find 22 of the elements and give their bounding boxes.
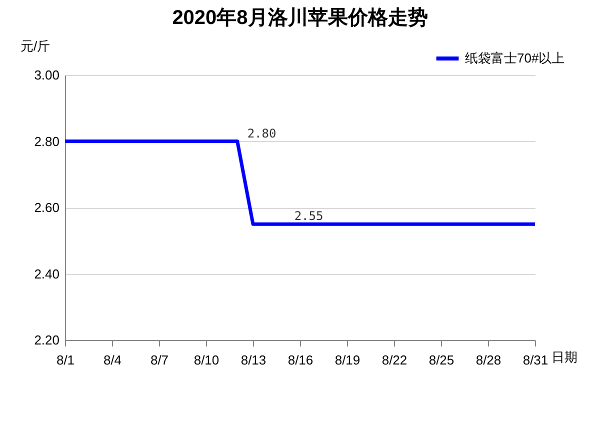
y-tick-label: 2.60 [34, 200, 60, 215]
x-tick-label: 8/13 [240, 352, 266, 368]
y-tick-label: 2.80 [34, 134, 60, 149]
x-tick-label: 8/16 [288, 352, 314, 368]
data-label: 2.80 [247, 126, 276, 140]
x-tick-label: 8/28 [476, 352, 502, 368]
legend-label: 纸袋富士70#以上 [465, 50, 565, 66]
x-tick-label: 8/25 [428, 352, 454, 368]
y-tick-label: 2.20 [34, 332, 60, 348]
x-tick-label: 8/19 [334, 352, 360, 368]
x-tick-label: 8/31 [522, 352, 548, 368]
y-tick-label: 3.00 [34, 68, 60, 82]
chart-title: 2020年8月洛川苹果价格走势 [172, 7, 428, 29]
y-tick-label: 2.40 [34, 266, 60, 282]
x-tick-label: 8/22 [382, 352, 408, 368]
y-axis-title: 元/斤 [20, 38, 50, 54]
x-tick-label: 8/7 [150, 352, 169, 368]
x-tick-label: 8/4 [103, 352, 122, 368]
x-tick-label: 8/10 [194, 352, 220, 368]
x-axis-title: 日期 [552, 350, 578, 364]
x-tick-label: 8/1 [56, 352, 75, 368]
data-label: 2.55 [294, 209, 324, 224]
